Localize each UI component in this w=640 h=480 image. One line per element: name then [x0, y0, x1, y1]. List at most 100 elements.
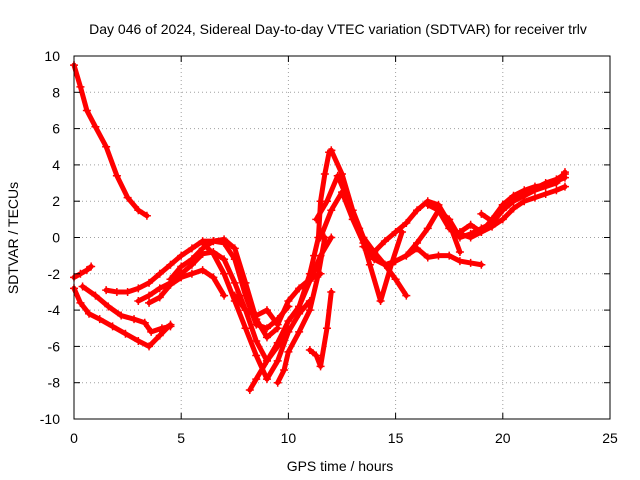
data-point [320, 169, 329, 178]
x-tick-label: 5 [177, 430, 185, 446]
data-point [145, 298, 154, 307]
data-point [280, 365, 289, 374]
data-point [166, 322, 175, 331]
data-point [134, 336, 143, 345]
x-tick-label: 25 [602, 430, 618, 446]
data-point [220, 291, 229, 300]
data-point [434, 206, 443, 215]
data-point [455, 248, 464, 257]
data-point [252, 336, 261, 345]
data-point [498, 200, 507, 209]
data-point [552, 186, 561, 195]
data-point [78, 282, 87, 291]
data-point [273, 338, 282, 347]
data-point [209, 273, 218, 282]
data-point [145, 278, 154, 287]
data-point [365, 260, 374, 269]
data-point [198, 266, 207, 275]
data-point [402, 291, 411, 300]
data-point [95, 315, 104, 324]
data-point [370, 248, 379, 257]
x-tick-label: 0 [70, 430, 78, 446]
data-point [166, 260, 175, 269]
series-arc-1 [70, 61, 151, 220]
data-point [305, 346, 314, 355]
data-point [82, 266, 91, 275]
series-arc-4 [78, 282, 175, 336]
data-point [455, 257, 464, 266]
data-point [380, 260, 389, 269]
data-point [209, 249, 218, 258]
data-point [241, 306, 250, 315]
data-point [220, 255, 229, 264]
data-point [76, 298, 85, 307]
data-point [284, 347, 293, 356]
data-point [187, 269, 196, 278]
data-point [252, 375, 261, 384]
y-axis-title: SDTVAR / TECUs [5, 182, 21, 294]
data-point [295, 327, 304, 336]
data-point [198, 238, 207, 247]
data-point [434, 251, 443, 260]
data-point [423, 253, 432, 262]
data-point [488, 217, 497, 226]
series-arc-15 [327, 146, 411, 300]
data-point [140, 318, 149, 327]
data-point [327, 206, 336, 215]
data-point [155, 293, 164, 302]
data-point [252, 351, 261, 360]
data-point [91, 122, 100, 131]
data-point [112, 287, 121, 296]
data-point [209, 237, 218, 246]
data-point [466, 233, 475, 242]
data-point [177, 251, 186, 260]
data-point [322, 197, 331, 206]
data-point [530, 184, 539, 193]
data-point [305, 269, 314, 278]
data-point [455, 228, 464, 237]
series-band [146, 267, 227, 306]
data-point [262, 356, 271, 365]
data-point [423, 200, 432, 209]
x-tick-label: 10 [281, 430, 297, 446]
data-point [155, 331, 164, 340]
data-point [477, 228, 486, 237]
data-point [273, 356, 282, 365]
data-point [327, 287, 336, 296]
data-point [102, 142, 111, 151]
data-point [284, 316, 293, 325]
data-point [121, 329, 130, 338]
data-point [123, 193, 132, 202]
data-point [560, 169, 569, 178]
axis-ticks: 0 5 10 15 20 25 -10 -8 -6 -4 -2 0 2 4 6 8 10 [40, 48, 618, 446]
data-point [91, 291, 100, 300]
data-point [466, 220, 475, 229]
data-point [316, 233, 325, 242]
data-point [509, 204, 518, 213]
data-point [402, 218, 411, 227]
data-point [85, 309, 94, 318]
y-tick-label: -8 [48, 375, 61, 391]
series-arc-6 [134, 248, 293, 365]
data-point [155, 284, 164, 293]
series-band [478, 171, 568, 224]
data-point [112, 171, 121, 180]
data-point [134, 297, 143, 306]
series-arc-22 [477, 169, 569, 226]
data-point [87, 262, 96, 271]
data-point [370, 255, 379, 264]
data-point [498, 215, 507, 224]
y-tick-label: 10 [44, 48, 60, 64]
data-point [376, 297, 385, 306]
data-point [157, 324, 166, 333]
data-point [177, 262, 186, 271]
y-tick-label: -4 [48, 302, 61, 318]
data-point [230, 291, 239, 300]
chart-title: Day 046 of 2024, Sidereal Day-to-day VTE… [89, 21, 587, 37]
data-point [130, 315, 139, 324]
y-tick-label: 2 [52, 193, 60, 209]
x-axis-title: GPS time / hours [287, 458, 394, 474]
data-point [391, 275, 400, 284]
data-point [262, 375, 271, 384]
